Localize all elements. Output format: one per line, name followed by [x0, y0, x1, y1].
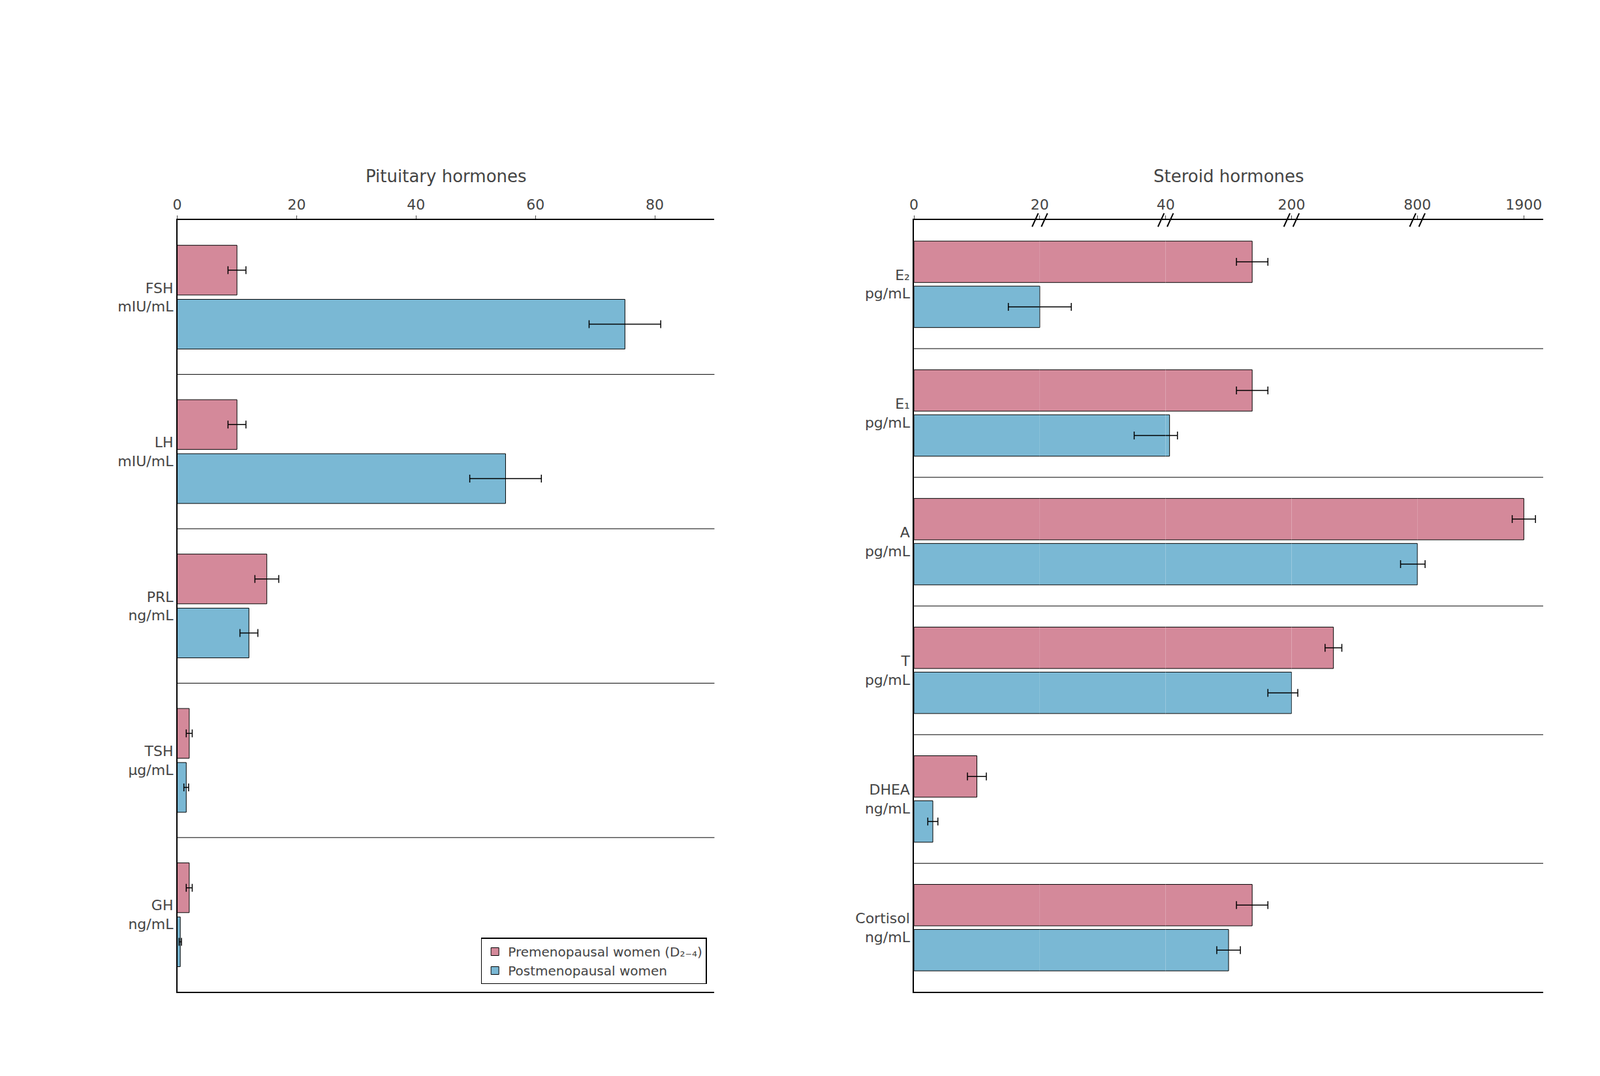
svg-text:0: 0 — [909, 196, 919, 213]
svg-text:GHng/mL: GHng/mL — [127, 896, 174, 933]
svg-text:1900: 1900 — [1505, 196, 1542, 213]
svg-text:DHEAng/mL: DHEAng/mL — [864, 781, 911, 817]
svg-text:20: 20 — [287, 196, 306, 213]
svg-text:LHmIU/mL: LHmIU/mL — [117, 434, 174, 470]
svg-text:Steroid hormones: Steroid hormones — [1153, 166, 1305, 187]
svg-text:40: 40 — [406, 196, 425, 213]
svg-text:PRLng/mL: PRLng/mL — [127, 588, 174, 625]
svg-text:Tpg/mL: Tpg/mL — [864, 652, 911, 689]
svg-text:Premenopausal women (D₂₋₄): Premenopausal women (D₂₋₄) — [507, 943, 703, 960]
svg-text:0: 0 — [172, 196, 183, 213]
svg-text:Cortisolng/mL: Cortisolng/mL — [855, 909, 910, 946]
svg-text:20: 20 — [1030, 196, 1050, 213]
svg-text:FSHmIU/mL: FSHmIU/mL — [117, 280, 174, 316]
svg-text:800: 800 — [1403, 196, 1431, 213]
svg-text:Apg/mL: Apg/mL — [864, 524, 911, 560]
svg-text:60: 60 — [526, 196, 545, 213]
svg-text:E₁pg/mL: E₁pg/mL — [864, 395, 911, 431]
svg-text:Pituitary hormones: Pituitary hormones — [365, 166, 527, 187]
svg-text:80: 80 — [645, 196, 664, 213]
svg-text:40: 40 — [1156, 196, 1176, 213]
svg-text:E₂pg/mL: E₂pg/mL — [864, 266, 911, 303]
svg-text:Postmenopausal women: Postmenopausal women — [507, 962, 668, 979]
svg-text:TSHμg/mL: TSHμg/mL — [127, 742, 174, 779]
svg-text:200: 200 — [1277, 196, 1305, 213]
